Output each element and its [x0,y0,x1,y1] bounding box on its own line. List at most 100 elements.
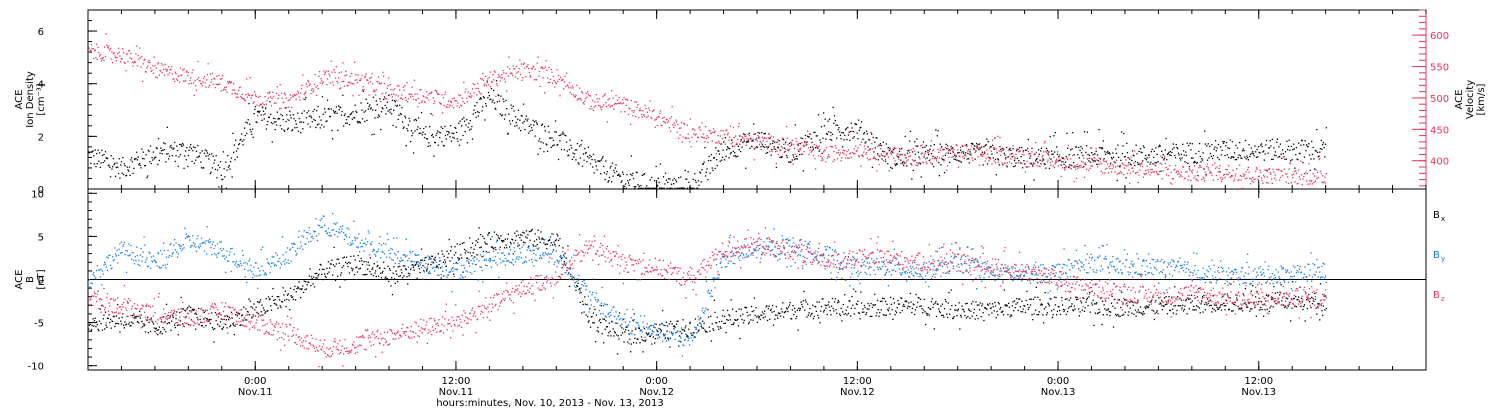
density-point-cloud-point [155,156,157,158]
density-point-cloud-point [441,141,443,143]
velocity-point-cloud-point [790,141,792,144]
bx-point-cloud-point [815,306,817,308]
velocity-point-cloud-point [669,118,671,120]
density-point-cloud-point [1273,154,1276,156]
bx-point-cloud-point [538,238,541,240]
velocity-point-cloud-point [1003,162,1005,164]
velocity-point-cloud-point [518,68,520,70]
density-point-cloud-point [1083,166,1085,168]
bx-point-cloud-point [593,322,595,324]
velocity-point-cloud-point [545,60,547,62]
velocity-point-cloud-point [403,89,405,91]
velocity-point-cloud-point [954,156,957,158]
bx-point-cloud-point [467,251,469,253]
velocity-point-cloud-point [384,97,386,100]
density-point-cloud-point [831,133,834,135]
velocity-point-cloud-point [147,65,149,67]
density-point-cloud-point [191,160,193,163]
velocity-point-cloud-point [490,80,493,83]
velocity-point-cloud-point [914,150,916,152]
bx-point-cloud-point [262,307,265,309]
density-point-cloud-point [126,166,128,168]
velocity-point-cloud-point [193,94,195,96]
density-point-cloud-point [90,151,93,153]
density-point-cloud-point [332,138,334,140]
density-point-cloud-point [1131,159,1133,162]
density-point-cloud-point [608,176,611,178]
velocity-point-cloud-point [701,122,703,124]
velocity-point-cloud-point [458,106,461,109]
bx-point-cloud-point [557,239,560,242]
density-point-cloud-point [495,80,498,82]
velocity-point-cloud-point [1171,183,1173,185]
bx-point-cloud-point [684,327,686,329]
velocity-point-cloud-point [382,71,384,73]
bx-point-cloud-point [677,320,679,322]
velocity-point-cloud-point [1114,171,1116,173]
velocity-point-cloud-point [497,76,499,78]
density-point-cloud-point [1073,154,1075,156]
velocity-point-cloud-point [1161,163,1163,165]
bx-point-cloud-point [363,260,365,263]
density-point-cloud-point [306,112,308,114]
bx-point-cloud-point [605,320,607,322]
velocity-point-cloud-point [996,151,998,153]
density-point-cloud-point [712,169,714,171]
bx-point-cloud-point [800,301,802,303]
bx-point-cloud-point [662,309,664,312]
bx-point-cloud-point [772,324,775,326]
velocity-point-cloud-point [203,75,206,78]
density-point-cloud-point [933,165,935,168]
density-point-cloud-point [474,112,477,114]
velocity-point-cloud-point [936,156,938,158]
density-point-cloud-point [998,164,1000,166]
velocity-point-cloud-point [334,77,337,79]
bx-point-cloud-point [166,323,168,325]
density-point-cloud-point [246,132,248,135]
density-point-cloud-point [404,117,407,119]
velocity-point-cloud-point [1300,160,1302,162]
velocity-point-cloud-point [855,150,858,152]
velocity-point-cloud-point [210,81,212,83]
density-point-cloud-point [1131,150,1134,152]
bx-point-cloud-point [189,310,191,312]
density-point-cloud-point [1134,160,1137,163]
density-point-cloud-point [693,187,695,189]
velocity-point-cloud-point [689,141,691,143]
density-point-cloud-point [719,160,721,162]
density-point-cloud-point [356,120,359,123]
bx-point-cloud-point [368,264,370,266]
velocity-point-cloud-point [1026,160,1028,163]
density-point-cloud-point [921,152,923,154]
velocity-point-cloud-point [635,101,638,103]
density-point-cloud-point [956,159,958,161]
density-point-cloud-point [1314,149,1316,152]
velocity-point-cloud-point [184,80,186,82]
bx-point-cloud-point [603,318,605,320]
density-point-cloud-point [798,150,800,153]
velocity-point-cloud-point [110,58,112,60]
density-point-cloud-point [475,116,477,118]
velocity-point-cloud-point [463,102,466,104]
density-point-cloud-point [391,113,393,115]
density-point-cloud-point [398,114,400,116]
bx-point-cloud-point [501,241,504,243]
density-point-cloud-point [394,100,396,102]
bx-point-cloud-point [403,275,405,277]
velocity-point-cloud-point [1093,157,1095,159]
density-point-cloud-point [842,146,844,148]
bx-point-cloud-point [300,296,302,299]
bx-point-cloud-point [827,304,829,306]
velocity-point-cloud-point [480,93,482,95]
bx-point-cloud-point [490,238,492,240]
bx-point-cloud-point [733,322,735,324]
velocity-point-cloud-point [1006,162,1008,164]
bx-point-cloud-point [408,275,410,277]
bx-point-cloud-point [1019,306,1021,308]
bx-point-cloud-point [534,233,536,235]
velocity-point-cloud-point [968,153,970,156]
density-point-cloud-point [88,151,90,153]
bx-point-cloud-point [375,275,377,278]
velocity-point-cloud-point [1139,169,1141,171]
bx-point-cloud-point [490,246,493,248]
